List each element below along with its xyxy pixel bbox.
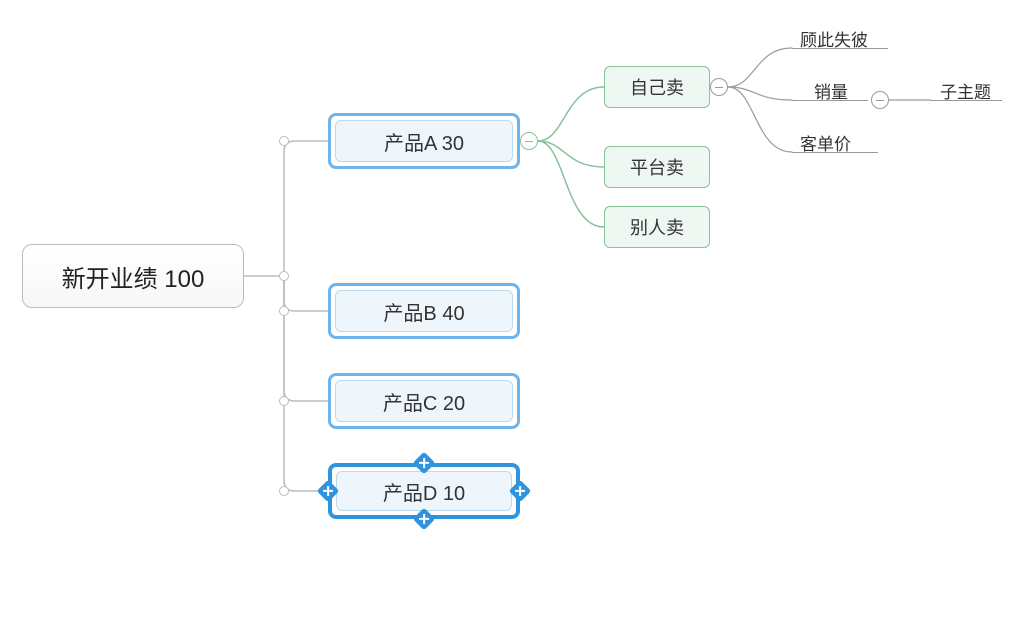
node-product-c-label: 产品C 20 — [383, 387, 465, 416]
node-sell-platform[interactable]: 平台卖 — [604, 146, 710, 188]
node-product-a-label: 产品A 30 — [384, 127, 464, 156]
node-sell-other-label: 别人卖 — [630, 214, 684, 240]
mindmap-canvas: 新开业绩 100 产品A 30 产品B 40 产品C 20 产品D 10 自己卖… — [0, 0, 1024, 629]
node-product-a[interactable]: 产品A 30 — [328, 113, 520, 169]
node-sell-other[interactable]: 别人卖 — [604, 206, 710, 248]
underline — [792, 100, 868, 101]
root-node[interactable]: 新开业绩 100 — [22, 244, 244, 308]
collapse-toggle-sell-self[interactable] — [710, 78, 728, 96]
underline — [792, 152, 878, 153]
junction-dot — [279, 396, 289, 406]
collapse-toggle-sales-volume[interactable] — [871, 91, 889, 109]
junction-dot — [279, 306, 289, 316]
junction-dot — [279, 271, 289, 281]
underline — [792, 48, 888, 49]
node-product-b[interactable]: 产品B 40 — [328, 283, 520, 339]
node-sell-self-label: 自己卖 — [630, 74, 684, 100]
underline — [930, 100, 1002, 101]
root-label: 新开业绩 100 — [62, 259, 205, 294]
node-product-c[interactable]: 产品C 20 — [328, 373, 520, 429]
collapse-toggle-product-a[interactable] — [520, 132, 538, 150]
node-sell-platform-label: 平台卖 — [630, 154, 684, 180]
node-product-b-label: 产品B 40 — [383, 297, 464, 326]
node-product-d-label: 产品D 10 — [383, 477, 465, 506]
node-sell-self[interactable]: 自己卖 — [604, 66, 710, 108]
junction-dot — [279, 136, 289, 146]
junction-dot — [279, 486, 289, 496]
